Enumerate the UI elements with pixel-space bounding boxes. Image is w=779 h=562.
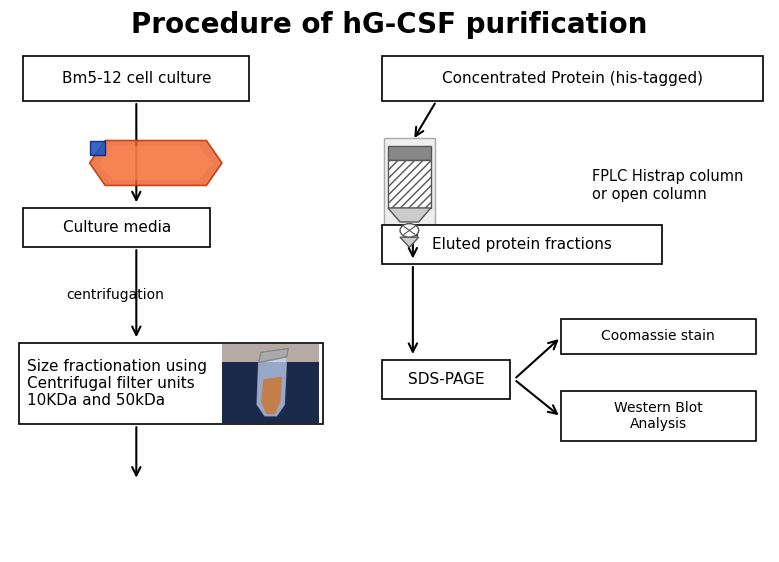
Text: Culture media: Culture media xyxy=(63,220,171,235)
Polygon shape xyxy=(400,237,419,247)
Polygon shape xyxy=(259,348,288,362)
Text: Coomassie stain: Coomassie stain xyxy=(601,329,715,343)
Polygon shape xyxy=(388,208,431,222)
Text: Bm5-12 cell culture: Bm5-12 cell culture xyxy=(62,71,211,86)
FancyBboxPatch shape xyxy=(19,343,323,424)
Text: Size fractionation using
Centrifugal filter units
10KDa and 50kDa: Size fractionation using Centrifugal fil… xyxy=(27,359,207,409)
FancyBboxPatch shape xyxy=(561,391,756,441)
Circle shape xyxy=(400,224,419,237)
Bar xyxy=(388,160,431,208)
Text: Procedure of hG-CSF purification: Procedure of hG-CSF purification xyxy=(132,11,647,39)
Polygon shape xyxy=(90,140,105,155)
Bar xyxy=(384,138,435,242)
Bar xyxy=(388,146,431,160)
FancyBboxPatch shape xyxy=(23,56,249,101)
Polygon shape xyxy=(257,357,287,416)
FancyBboxPatch shape xyxy=(382,56,763,101)
FancyBboxPatch shape xyxy=(382,225,662,264)
Text: Eluted protein fractions: Eluted protein fractions xyxy=(432,237,612,252)
FancyBboxPatch shape xyxy=(561,319,756,354)
Polygon shape xyxy=(99,146,213,180)
Text: FPLC Histrap column
or open column: FPLC Histrap column or open column xyxy=(592,169,743,202)
Text: Western Blot
Analysis: Western Blot Analysis xyxy=(614,401,703,431)
Bar xyxy=(222,344,319,423)
Polygon shape xyxy=(222,344,319,362)
Text: Concentrated Protein (his-tagged): Concentrated Protein (his-tagged) xyxy=(442,71,703,86)
FancyBboxPatch shape xyxy=(23,208,210,247)
Polygon shape xyxy=(90,140,222,185)
Text: SDS-PAGE: SDS-PAGE xyxy=(407,372,485,387)
Text: centrifugation: centrifugation xyxy=(66,288,164,302)
Polygon shape xyxy=(261,377,282,414)
FancyBboxPatch shape xyxy=(382,360,510,399)
